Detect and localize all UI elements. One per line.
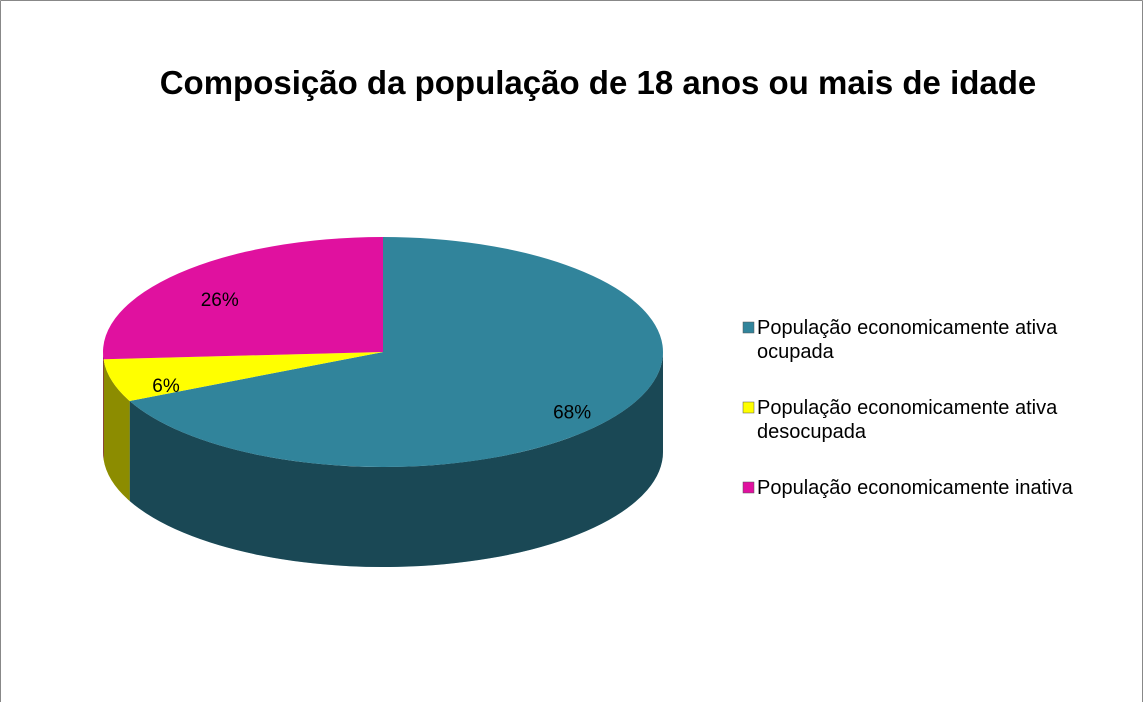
side-shade [103, 352, 104, 460]
legend-label: População economicamente ativa desocupad… [757, 397, 1058, 443]
legend-swatch [742, 401, 755, 414]
legend-swatch [742, 481, 755, 494]
data-label: 26% [201, 290, 239, 311]
slice-side [103, 359, 130, 501]
slice-side [129, 352, 663, 567]
slice-side [103, 352, 104, 460]
slice [102, 236, 383, 360]
legend-label: População economicamente ativa ocupada [757, 317, 1058, 363]
slice [103, 352, 383, 401]
data-label: 68% [553, 402, 591, 423]
side-shade [129, 352, 663, 567]
data-label: 6% [152, 376, 180, 397]
chart-title: Composição da população de 18 anos ou ma… [159, 64, 1037, 101]
side-shade [103, 359, 130, 501]
legend-label: População economicamente inativa [757, 477, 1073, 499]
slice [129, 237, 663, 467]
legend-swatch [742, 321, 755, 334]
